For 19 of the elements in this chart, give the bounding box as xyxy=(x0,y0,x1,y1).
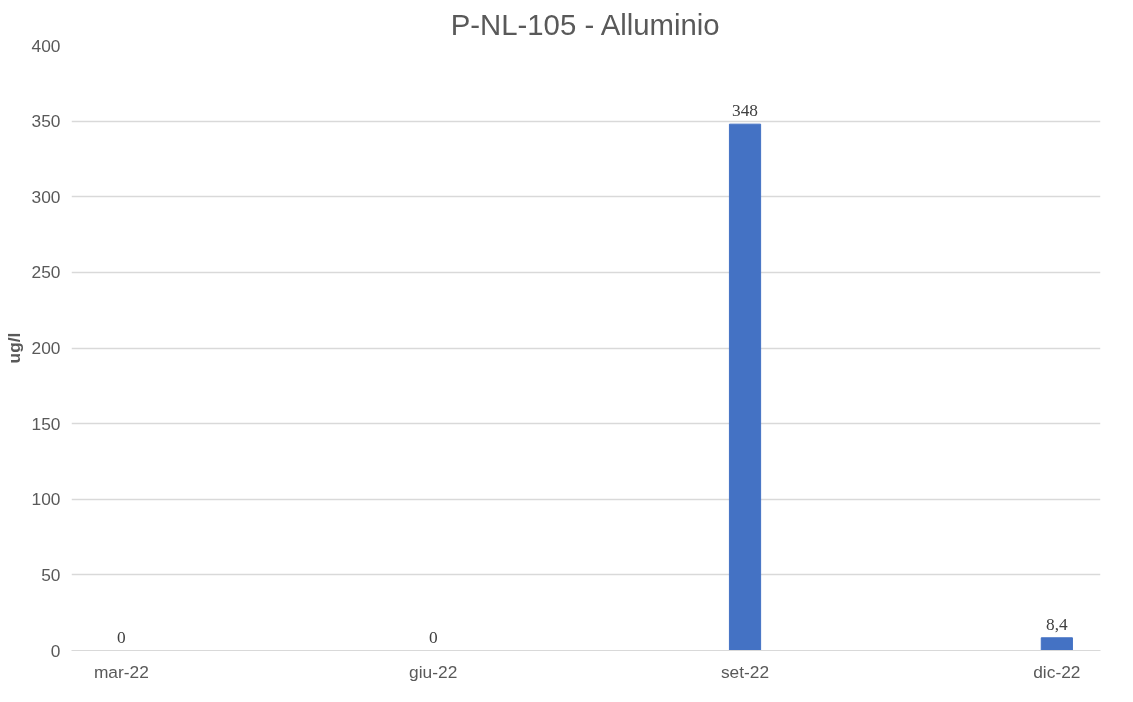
x-tick-label: dic-22 xyxy=(1033,661,1081,682)
y-tick-label: 400 xyxy=(31,35,61,56)
y-tick-label: 50 xyxy=(41,564,61,585)
x-tick-label: set-22 xyxy=(720,661,770,682)
y-tick-label: 250 xyxy=(31,262,61,283)
x-tick-label: mar-22 xyxy=(93,661,149,682)
data-label: 0 xyxy=(428,627,438,647)
y-tick-label: 150 xyxy=(31,413,61,434)
x-tick-label: giu-22 xyxy=(409,661,458,682)
data-label: 348 xyxy=(732,101,759,121)
y-tick-label: 200 xyxy=(31,338,61,358)
y-axis-title: ug/l xyxy=(3,332,24,364)
y-tick-label: 100 xyxy=(31,489,61,510)
data-label: 8,4 xyxy=(1046,614,1069,634)
y-tick-label: 0 xyxy=(50,640,61,661)
chart-title: P-NL-105 - Alluminio xyxy=(450,7,720,41)
data-label: 0 xyxy=(117,627,126,647)
y-tick-label: 350 xyxy=(31,111,61,132)
y-tick-label: 300 xyxy=(31,186,61,207)
